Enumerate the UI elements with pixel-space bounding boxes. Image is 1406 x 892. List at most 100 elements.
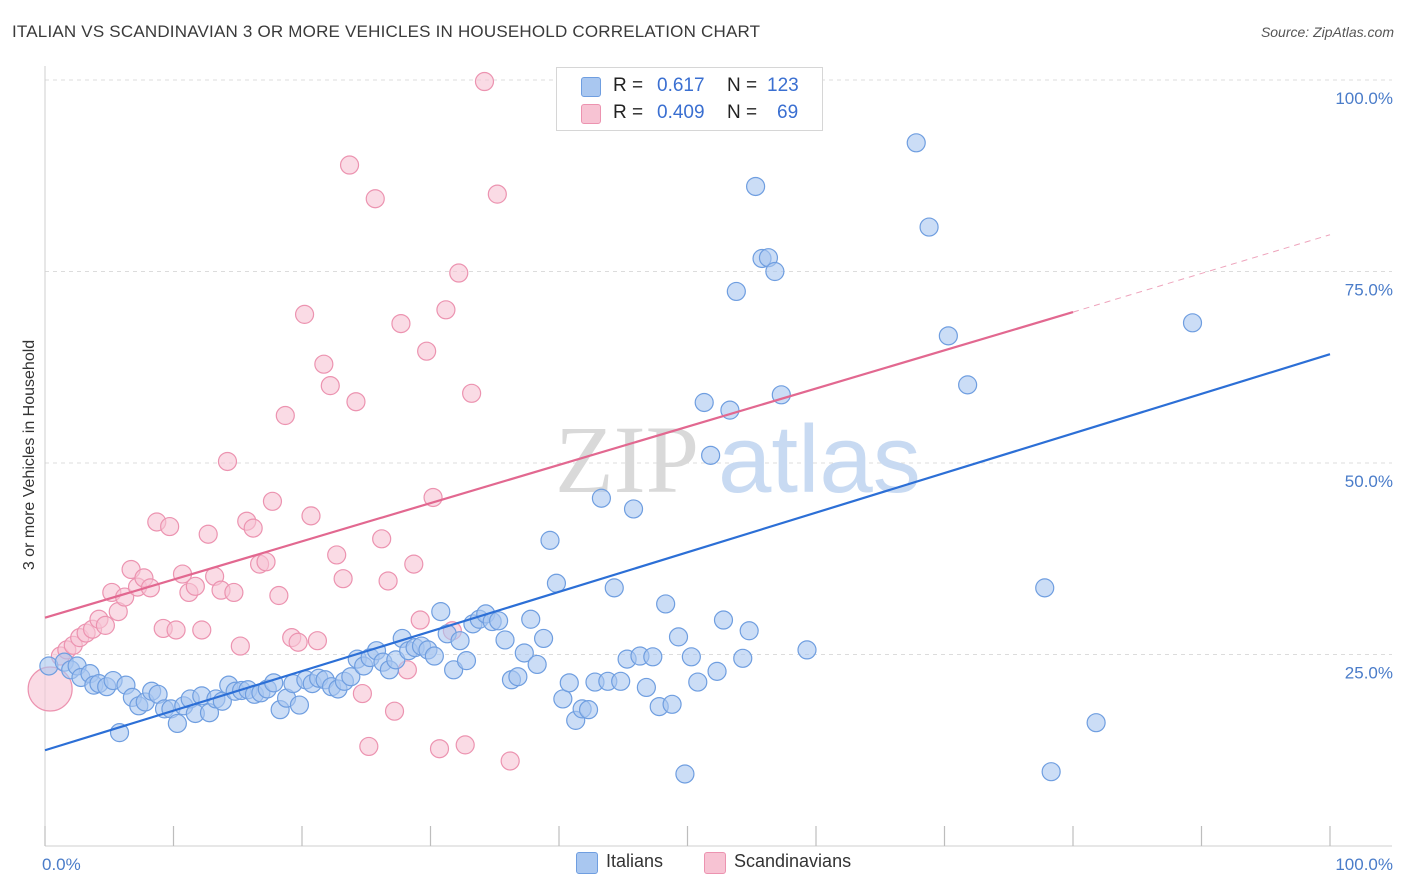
italians-point-92 bbox=[636, 677, 656, 698]
italians-point-90 bbox=[623, 499, 644, 519]
italians-point-64 bbox=[456, 651, 477, 671]
italians-point-63 bbox=[450, 631, 470, 651]
italians-point-69 bbox=[489, 611, 509, 631]
scandinavians-point-8 bbox=[95, 615, 115, 635]
italians-point-103 bbox=[707, 661, 727, 681]
scandinavians-point-19 bbox=[166, 620, 186, 640]
x-tick-label-0: 0.0% bbox=[42, 855, 81, 874]
scandinavians-legend-label: Scandinavians bbox=[734, 851, 852, 871]
tick-labels: 25.0% 50.0% 75.0% 100.0% 0.0% 100.0% bbox=[42, 89, 1393, 874]
trend-lines bbox=[44, 234, 1331, 752]
italians-point-118 bbox=[958, 375, 978, 395]
scandinavians-point-43 bbox=[320, 376, 340, 396]
y-tick-label-3: 100.0% bbox=[1335, 89, 1393, 108]
scandinavians-point-15 bbox=[140, 578, 160, 598]
italians-point-122 bbox=[1182, 313, 1203, 333]
italians-point-106 bbox=[726, 281, 746, 302]
scandinavians-point-18 bbox=[160, 516, 180, 537]
italians-point-72 bbox=[508, 667, 528, 687]
italians-point-59 bbox=[424, 646, 444, 666]
scandinavians-point-29 bbox=[230, 636, 250, 656]
scandinavians-point-35 bbox=[269, 585, 289, 606]
x-tick-label-1: 100.0% bbox=[1335, 855, 1393, 874]
italians-point-114 bbox=[797, 640, 817, 660]
scandinavians-point-36 bbox=[275, 405, 295, 426]
italians-point-98 bbox=[675, 764, 695, 784]
italians-point-101 bbox=[694, 392, 714, 413]
scandinavians-legend-icon bbox=[704, 852, 726, 874]
italians-point-120 bbox=[1041, 762, 1061, 782]
scandinavians-point-33 bbox=[256, 552, 276, 572]
italians-point-107 bbox=[733, 648, 753, 668]
scandinavians-point-63 bbox=[449, 263, 469, 283]
y-axis-label: 3 or more Vehicles in Household bbox=[21, 340, 38, 570]
italians-legend-label: Italians bbox=[606, 851, 664, 871]
scandinavians-point-61 bbox=[436, 300, 456, 320]
italians-point-19 bbox=[167, 713, 187, 734]
scandinavians-point-22 bbox=[185, 576, 205, 596]
scandinavians-point-34 bbox=[262, 491, 283, 511]
scandinavians-point-52 bbox=[378, 571, 398, 591]
scandinavians-point-23 bbox=[192, 620, 212, 640]
italians-point-88 bbox=[611, 671, 631, 691]
italians-point-116 bbox=[919, 217, 939, 237]
gridlines bbox=[45, 79, 1392, 655]
italians-point-74 bbox=[521, 609, 541, 629]
italians-point-109 bbox=[746, 176, 766, 197]
italians-trend-line bbox=[44, 353, 1331, 752]
italians-point-115 bbox=[906, 133, 926, 153]
italians-point-108 bbox=[739, 621, 759, 641]
scandinavians-point-24 bbox=[198, 524, 218, 544]
scandinavians-point-68 bbox=[500, 751, 520, 771]
scandinavians-r-label: R = bbox=[613, 102, 644, 123]
axes bbox=[44, 66, 1392, 847]
italians-point-96 bbox=[662, 694, 682, 714]
italians-point-104 bbox=[713, 610, 734, 630]
italians-legend-icon bbox=[576, 852, 598, 874]
scandinavians-point-57 bbox=[410, 610, 430, 630]
italians-point-119 bbox=[1035, 578, 1055, 598]
italians-n-label: N = bbox=[727, 75, 758, 96]
y-tick-label-2: 75.0% bbox=[1345, 281, 1393, 300]
italians-point-102 bbox=[701, 445, 721, 465]
scandinavians-point-28 bbox=[224, 582, 244, 603]
italians-point-70 bbox=[495, 630, 515, 650]
scandinavians-point-56 bbox=[404, 554, 424, 574]
scandinavians-trend-extension bbox=[1072, 234, 1331, 313]
italians-point-76 bbox=[533, 628, 554, 649]
italians-r-value: 0.617 bbox=[657, 75, 705, 96]
scandinavians-point-65 bbox=[462, 383, 482, 403]
scandinavians-point-50 bbox=[365, 189, 385, 209]
italians-point-77 bbox=[540, 530, 560, 550]
scandinavians-point-39 bbox=[294, 304, 315, 324]
italians-point-85 bbox=[591, 488, 612, 508]
italians-point-100 bbox=[688, 672, 708, 692]
italians-swatch-icon bbox=[581, 77, 601, 97]
source-label: Source: ZipAtlas.com bbox=[1260, 24, 1394, 40]
italians-point-46 bbox=[341, 667, 361, 687]
scandinavians-point-47 bbox=[346, 392, 366, 412]
scandinavians-point-48 bbox=[352, 683, 372, 704]
italians-points bbox=[39, 133, 1203, 784]
scandinavians-point-38 bbox=[288, 632, 308, 652]
scandinavians-point-46 bbox=[339, 155, 360, 175]
scandinavians-point-64 bbox=[455, 735, 475, 755]
scandinavians-point-67 bbox=[487, 184, 507, 204]
scandinavians-point-60 bbox=[429, 739, 450, 759]
watermark-atlas: atlas bbox=[718, 406, 921, 513]
scandinavians-point-66 bbox=[474, 71, 495, 92]
scandinavians-point-40 bbox=[301, 506, 321, 526]
italians-point-87 bbox=[604, 578, 624, 598]
italians-r-label: R = bbox=[613, 75, 644, 96]
italians-point-95 bbox=[656, 594, 676, 614]
scandinavians-r-value: 0.409 bbox=[657, 102, 705, 123]
scandinavians-point-42 bbox=[314, 354, 334, 374]
y-tick-label-1: 50.0% bbox=[1345, 472, 1393, 491]
correlation-legend: R = 0.617 N = 123 R = 0.409 N = 69 bbox=[556, 67, 823, 131]
italians-point-38 bbox=[289, 695, 310, 715]
chart-title: ITALIAN VS SCANDINAVIAN 3 OR MORE VEHICL… bbox=[12, 22, 761, 41]
scandinavians-point-41 bbox=[307, 631, 328, 651]
italians-point-60 bbox=[431, 602, 451, 622]
scandinavians-points bbox=[27, 71, 520, 771]
italians-point-73 bbox=[514, 643, 534, 663]
